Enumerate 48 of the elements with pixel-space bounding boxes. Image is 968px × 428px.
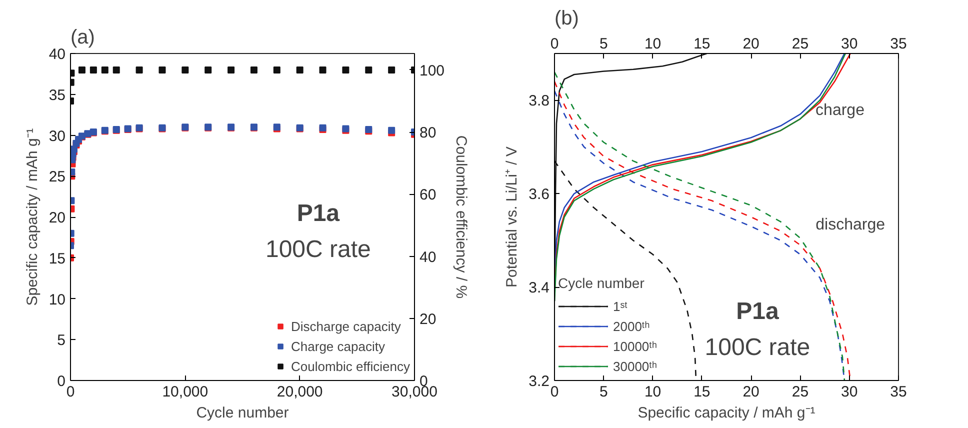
annotation: 100C rate: [704, 334, 810, 361]
y-axis-title: Specific capacity / mAh g⁻¹: [24, 128, 41, 306]
legend-title: Cycle number: [558, 275, 646, 291]
y-tick-label: 25: [48, 168, 66, 186]
x-axis-title: Cycle number: [196, 404, 289, 422]
x-tick-label: 35: [890, 36, 907, 52]
y-tick-label: 15: [48, 250, 66, 268]
y2-axis-title: Coulombic efficiency / %: [452, 135, 470, 299]
y2-tick-label: 60: [420, 186, 436, 204]
x-axis-title: Specific capacity / mAh g⁻¹: [638, 404, 816, 422]
y-tick-label: 30: [48, 128, 66, 145]
y-tick-label: 0: [57, 373, 66, 390]
x-tick-label: 5: [599, 36, 608, 52]
annotation: charge: [816, 102, 865, 119]
x-tick-label: 30: [841, 36, 858, 52]
x-tick-label: 15: [694, 36, 710, 52]
y-tick-label: 10: [48, 291, 66, 308]
x-tick-label: 20,000: [276, 384, 323, 400]
legend-label: Coulombic efficiency: [291, 358, 410, 374]
y-tick-label: 20: [48, 210, 66, 226]
legend-label: Discharge capacity: [291, 318, 401, 334]
y-axis-title: Potential vs. Li/Li⁺ / V: [504, 146, 521, 288]
legend-label: 30000ᵗʰ: [613, 358, 657, 374]
legend-label: Charge capacity: [291, 338, 385, 354]
y-tick-label: 3.6: [528, 186, 550, 204]
y2-tick-label: 100: [420, 62, 445, 80]
y-tick-label: 3.8: [528, 92, 550, 110]
legend-label: 10000ᵗʰ: [613, 338, 657, 354]
annotation: 100C rate: [265, 236, 371, 263]
y-tick-label: 40: [48, 46, 66, 63]
annotation: P1a: [296, 200, 340, 227]
y-tick-label: 35: [48, 86, 66, 104]
y-tick-label: 3.4: [528, 280, 550, 297]
x-tick-label: 20: [742, 36, 760, 52]
annotation: discharge: [816, 216, 886, 234]
annotation: P1a: [736, 298, 780, 325]
x-tick-label: 25: [792, 36, 809, 52]
legend-label: 2000ᵗʰ: [613, 318, 650, 334]
chart-title: (a): [70, 26, 95, 48]
y-tick-label: 3.2: [528, 373, 550, 390]
x-tick-label: 10,000: [162, 384, 208, 400]
chart-title: (b): [554, 8, 579, 30]
y2-tick-label: 40: [420, 248, 436, 266]
y2-tick-label: 80: [420, 124, 436, 142]
y-tick-label: 5: [57, 332, 66, 350]
x-tick-label: 10: [644, 36, 662, 52]
y2-tick-label: 20: [420, 310, 436, 328]
legend-label: 1ˢᵗ: [613, 298, 629, 314]
